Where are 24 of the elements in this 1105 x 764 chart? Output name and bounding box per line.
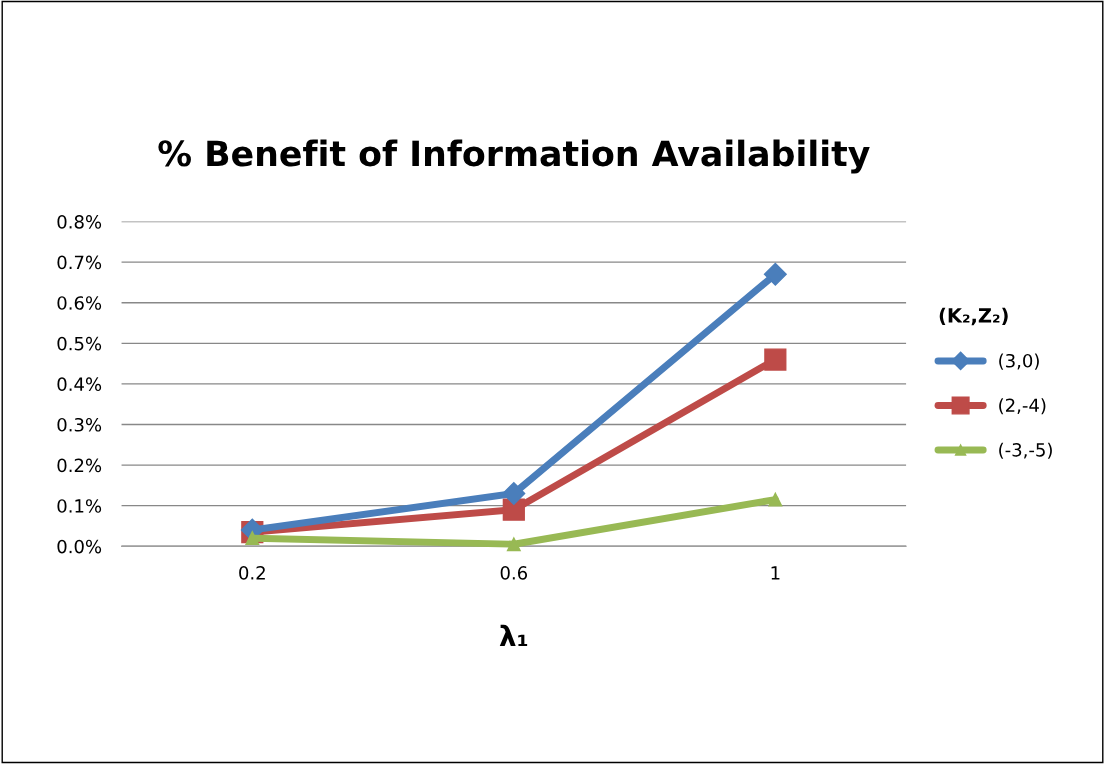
point [502,481,526,505]
y-tick-label: 0.5% [57,336,102,351]
legend-title: (K₂,Z₂) [939,307,1008,326]
y-tick-label: 0.0% [57,539,102,554]
y-tick-label: 0.1% [57,499,102,513]
x-tick-label: 1 [771,566,780,580]
y-tick-label: 0.3% [57,417,102,432]
x-axis-title: λ₁ [499,624,528,647]
chart-title: % Benefit of Information Availability [158,139,870,174]
legend-label: (-3,-5) [999,442,1052,459]
y-tick-label: 0.8% [57,215,102,229]
point [768,492,783,507]
point [502,498,525,521]
point [506,537,521,552]
x-tick-label: 0.2 [239,566,265,580]
y-tick-label: 0.4% [57,377,102,392]
y-tick-label: 0.2% [57,458,102,473]
y-tick-label: 0.6% [57,296,102,310]
x-tick-label: 0.6 [500,566,528,580]
y-tick-label: 0.7% [57,255,102,270]
legend-label: (2,-4) [999,398,1046,415]
point [764,348,787,371]
legend-label: (3,0) [999,353,1039,370]
point [763,262,787,286]
